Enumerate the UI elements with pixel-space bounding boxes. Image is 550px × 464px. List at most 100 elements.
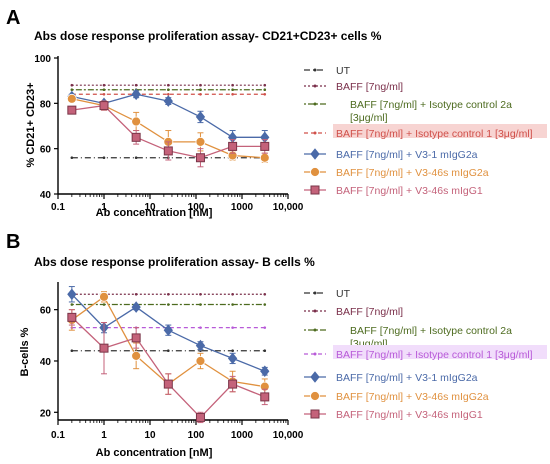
plot-area: 40 60 80 100 0.1 1 10 100 1000 10,000	[34, 54, 303, 213]
reference-point	[199, 292, 202, 296]
reference-point	[102, 92, 106, 96]
reference-point	[70, 156, 74, 160]
reference-point	[199, 326, 202, 329]
y-tick-label: 40	[40, 190, 52, 201]
data-point	[195, 111, 206, 123]
plot-area: 20 40 60 0.1 1 10 100 1000 10,000	[40, 282, 304, 441]
reference-point	[231, 326, 234, 329]
legend-item: BAFF [7ng/ml] + Isotype control 2a [3μg/m…	[304, 99, 512, 124]
data-point	[195, 339, 206, 352]
y-tick-label: 60	[40, 145, 52, 156]
x-tick-label: 10	[144, 430, 156, 441]
y-tick-label: 80	[40, 99, 52, 110]
reference-point	[70, 88, 74, 92]
data-point	[131, 350, 142, 361]
data-point	[228, 379, 238, 389]
data-point	[163, 146, 173, 156]
x-tick-label: 1	[101, 202, 107, 213]
legend-label: BAFF [7ng/ml] + Isotype control 2a [3μg/m…	[350, 99, 512, 124]
legend-swatch-point	[313, 328, 317, 332]
data-series	[67, 286, 270, 378]
reference-point	[167, 88, 170, 92]
data-point	[131, 132, 141, 142]
legend-item: BAFF [7ng/ml] + V3-46s mIgG1	[304, 409, 483, 421]
legend-label: BAFF [7ng/ml] + Isotype control 1 [3μg/m…	[336, 128, 533, 140]
data-point	[163, 95, 173, 107]
chart-title: Abs dose response proliferation assay- B…	[34, 255, 315, 269]
reference-point	[167, 349, 170, 353]
legend-label-line: BAFF [7ng/ml] + Isotype control 2a	[350, 325, 512, 337]
reference-point	[263, 292, 267, 296]
data-point	[260, 392, 270, 402]
reference-point	[231, 303, 234, 306]
data-point	[66, 93, 77, 104]
chart-panel-b: B Abs dose response proliferation assay-…	[6, 232, 547, 459]
data-series	[67, 100, 270, 168]
chart-title: Abs dose response proliferation assay- C…	[34, 29, 382, 43]
legend-item: BAFF [7ng/ml]	[304, 306, 403, 318]
legend-item: BAFF [7ng/ml] + V3-1 mIgG2a	[304, 371, 478, 384]
reference-point	[102, 83, 106, 87]
data-point	[195, 153, 205, 163]
data-point	[67, 105, 77, 115]
legend-highlight	[333, 124, 547, 138]
reference-point	[134, 83, 138, 87]
legend-label: BAFF [7ng/ml] + V3-46s mIgG2a	[336, 391, 489, 403]
legend-highlight	[333, 345, 547, 359]
panel-label-b: B	[6, 232, 20, 253]
reference-point	[263, 88, 267, 92]
legend-item: BAFF [7ng/ml] + V3-46s mIgG2a	[304, 167, 489, 179]
data-point	[195, 136, 206, 147]
legend-swatch-marker	[310, 167, 320, 177]
legend-item: UT	[304, 65, 351, 77]
legend-label: BAFF [7ng/ml] + V3-46s mIgG1	[336, 409, 483, 421]
reference-point	[167, 303, 170, 306]
legend-label: BAFF [7ng/ml]	[336, 81, 403, 93]
data-point	[195, 356, 206, 366]
reference-point	[263, 326, 267, 329]
legend-swatch-point	[313, 84, 317, 88]
data-point	[67, 312, 77, 322]
data-point	[227, 352, 238, 365]
legend-label-line: BAFF [7ng/ml] + Isotype control 2a	[350, 99, 512, 111]
chart-panel-a: A Abs dose response proliferation assay-…	[6, 7, 547, 219]
x-tick-label: 100	[188, 202, 205, 213]
legend-label: BAFF [7ng/ml] + V3-1 mIgG2a	[336, 372, 478, 384]
reference-point	[231, 92, 234, 96]
legend-swatch-point	[313, 352, 317, 356]
reference-point	[199, 92, 202, 96]
legend: UT BAFF [7ng/ml] BAFF [7ng/ml] + Isotype c…	[304, 288, 547, 421]
x-tick-label: 100	[188, 430, 205, 441]
reference-point	[199, 83, 202, 87]
data-point	[99, 101, 109, 111]
data-point	[131, 301, 141, 313]
data-point	[131, 333, 141, 343]
data-point	[260, 365, 270, 378]
x-tick-label: 1	[101, 430, 107, 441]
x-tick-label: 1000	[231, 202, 254, 213]
reference-point	[70, 83, 74, 87]
reference-point	[102, 88, 106, 92]
reference-point	[134, 156, 138, 160]
reference-point	[102, 303, 106, 306]
reference-point	[167, 92, 170, 96]
data-point	[163, 324, 173, 336]
data-point	[131, 88, 141, 101]
reference-point	[199, 303, 202, 306]
legend-swatch-marker	[310, 391, 320, 401]
reference-point	[199, 88, 202, 92]
legend-swatch-point	[313, 68, 317, 72]
reference-point	[231, 88, 234, 92]
panel-label-a: A	[6, 7, 20, 29]
x-axis-label: Ab concentration [nM]	[96, 207, 213, 219]
legend-item: BAFF [7ng/ml] + V3-46s mIgG2a	[304, 391, 489, 403]
y-axis-label: % CD21+ CD23+	[25, 83, 37, 168]
legend-item: BAFF [7ng/ml] + V3-1 mIgG2a	[304, 148, 478, 161]
reference-point	[167, 292, 170, 296]
reference-point	[231, 83, 234, 87]
reference-point	[231, 349, 234, 353]
y-tick-label: 100	[34, 54, 51, 65]
legend-swatch-marker	[310, 371, 320, 383]
legend-swatch-point	[313, 102, 317, 106]
legend-label: BAFF [7ng/ml] + V3-46s mIgG1	[336, 185, 483, 197]
